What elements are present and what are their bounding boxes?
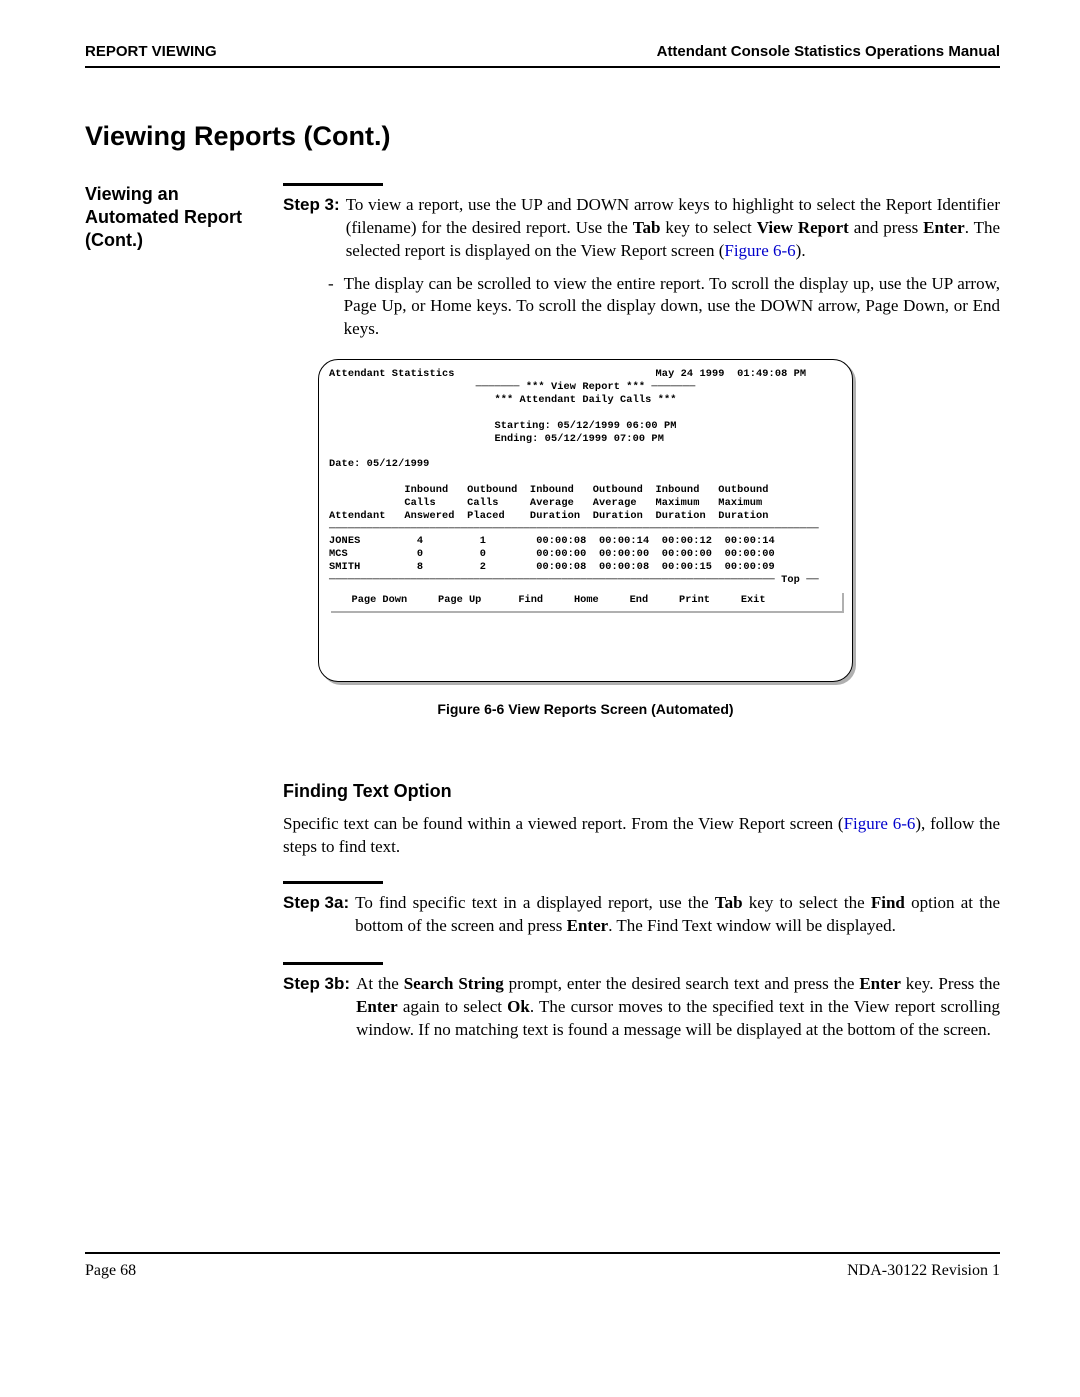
page-header: REPORT VIEWING Attendant Console Statist…: [85, 42, 1000, 66]
main-title: Viewing Reports (Cont.): [85, 118, 1000, 154]
step-3a-body: To find specific text in a displayed rep…: [355, 892, 1000, 938]
bullet-dash: -: [328, 273, 334, 342]
terminal-screen: Attendant Statistics May 24 1999 01:49:0…: [329, 368, 842, 587]
footer-rule: [85, 1252, 1000, 1254]
table-row: JONES 4 1 00:00:08 00:00:14 00:00:12 00:…: [329, 535, 775, 547]
footer-right: NDA-30122 Revision 1: [847, 1260, 1000, 1282]
table-row: MCS 0 0 00:00:00 00:00:00 00:00:00 00:00…: [329, 548, 775, 560]
page-footer: Page 68 NDA-30122 Revision 1: [85, 1260, 1000, 1282]
step-3a-label: Step 3a:: [283, 892, 349, 915]
table-row: SMITH 8 2 00:00:08 00:00:08 00:00:15 00:…: [329, 561, 775, 573]
document-page: REPORT VIEWING Attendant Console Statist…: [0, 0, 1080, 1321]
content-columns: Viewing an Automated Report (Cont.) Step…: [85, 183, 1000, 1052]
step-rule: [283, 183, 383, 186]
step-rule: [283, 962, 383, 965]
step-3b-body: At the Search String prompt, enter the d…: [356, 973, 1000, 1042]
bullet-text: The display can be scrolled to view the …: [344, 273, 1000, 342]
figure-caption: Figure 6-6 View Reports Screen (Automate…: [318, 700, 853, 719]
header-rule: [85, 66, 1000, 68]
step-3b: Step 3b: At the Search String prompt, en…: [283, 973, 1000, 1042]
step-3-body: To view a report, use the UP and DOWN ar…: [346, 194, 1000, 263]
finding-text-heading: Finding Text Option: [283, 779, 1000, 803]
main-content: Step 3: To view a report, use the UP and…: [283, 183, 1000, 1052]
step-3: Step 3: To view a report, use the UP and…: [283, 194, 1000, 263]
header-right: Attendant Console Statistics Operations …: [657, 42, 1000, 62]
step-3-bullet: - The display can be scrolled to view th…: [328, 273, 1000, 342]
footer-left: Page 68: [85, 1260, 136, 1282]
side-heading: Viewing an Automated Report (Cont.): [85, 183, 265, 253]
step-3b-label: Step 3b:: [283, 973, 350, 996]
figure-ref: Figure 6-6: [724, 241, 795, 260]
finding-text-paragraph: Specific text can be found within a view…: [283, 813, 1000, 859]
terminal-menu: Page Down Page Up Find Home End Print Ex…: [329, 591, 842, 611]
step-3-label: Step 3:: [283, 194, 340, 217]
header-left: REPORT VIEWING: [85, 42, 217, 62]
step-rule: [283, 881, 383, 884]
figure-ref: Figure 6-6: [844, 814, 916, 833]
step-3a: Step 3a: To find specific text in a disp…: [283, 892, 1000, 938]
figure-6-6: Attendant Statistics May 24 1999 01:49:0…: [318, 359, 853, 682]
